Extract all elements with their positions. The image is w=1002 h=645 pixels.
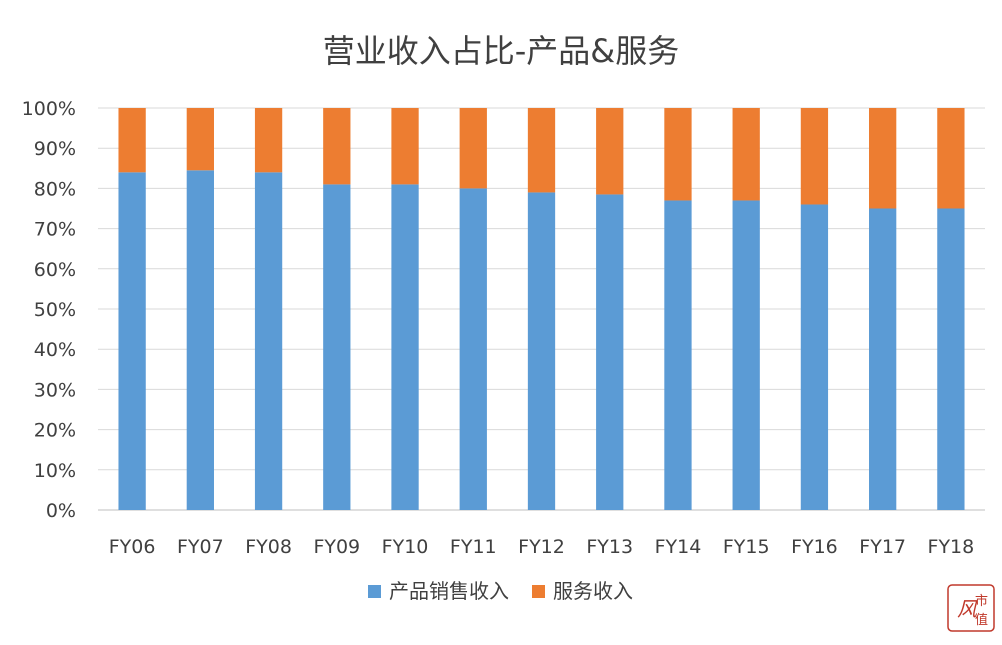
bars — [118, 108, 965, 511]
legend-swatch — [532, 585, 545, 598]
bar-segment — [118, 172, 146, 510]
bar-segment — [459, 188, 487, 510]
y-tick-label: 40% — [34, 339, 76, 361]
watermark-logo: 风 市 值 — [947, 584, 995, 632]
bar-segment — [869, 108, 897, 209]
y-tick-label: 100% — [22, 98, 76, 120]
bar-segment — [527, 108, 556, 193]
bar-segment — [732, 108, 760, 201]
y-tick-label: 80% — [34, 178, 76, 200]
bar-segment — [596, 108, 624, 195]
bar-segment — [391, 184, 419, 510]
legend: 产品销售收入 服务收入 — [368, 579, 633, 603]
bar-segment — [118, 108, 146, 173]
y-tick-label: 20% — [34, 420, 76, 442]
x-tick-label: FY13 — [586, 536, 633, 558]
bar-segment — [664, 108, 692, 201]
x-tick-label: FY10 — [382, 536, 429, 558]
bar-segment — [527, 192, 556, 511]
legend-swatch — [368, 585, 381, 598]
bar-segment — [323, 184, 351, 510]
x-tick-label: FY09 — [313, 536, 360, 558]
y-tick-label: 90% — [34, 138, 76, 160]
bar-segment — [391, 108, 419, 185]
bar-segment — [254, 172, 283, 510]
bar-segment — [323, 108, 351, 185]
x-tick-label: FY08 — [245, 536, 292, 558]
bar-segment — [254, 108, 283, 173]
bar-segment — [459, 108, 487, 189]
y-tick-label: 60% — [34, 259, 76, 281]
legend-label: 产品销售收入 — [389, 579, 509, 603]
x-tick-label: FY17 — [859, 536, 906, 558]
bar-segment — [869, 208, 897, 510]
bar-segment — [186, 170, 214, 510]
svg-text:风: 风 — [957, 597, 978, 621]
y-tick-label: 10% — [34, 460, 76, 482]
bar-segment — [664, 200, 692, 510]
x-tick-label: FY18 — [928, 536, 975, 558]
bar-segment — [937, 208, 965, 510]
svg-text:值: 值 — [975, 612, 988, 628]
bar-segment — [596, 194, 624, 510]
x-tick-label: FY06 — [109, 536, 156, 558]
bar-segment — [732, 200, 760, 510]
y-axis-ticks: 0% 10% 20% 30% 40% 50% 60% 70% 80% 90% 100% — [22, 98, 76, 522]
y-tick-label: 30% — [34, 379, 76, 401]
y-tick-label: 0% — [46, 500, 76, 522]
x-tick-label: FY12 — [518, 536, 565, 558]
y-tick-label: 70% — [34, 219, 76, 241]
x-tick-label: FY15 — [723, 536, 770, 558]
x-tick-label: FY14 — [655, 536, 702, 558]
y-tick-label: 50% — [34, 299, 76, 321]
x-tick-label: FY11 — [450, 536, 497, 558]
bar-segment — [800, 108, 829, 205]
x-tick-label: FY07 — [177, 536, 224, 558]
x-tick-label: FY16 — [791, 536, 838, 558]
legend-label: 服务收入 — [553, 579, 633, 603]
svg-text:市: 市 — [975, 593, 988, 609]
bar-segment — [186, 108, 214, 171]
bar-segment — [937, 108, 965, 209]
chart-title: 营业收入占比-产品&服务 — [323, 32, 680, 70]
bar-segment — [800, 204, 829, 511]
x-axis-ticks: FY06 FY07 FY08 FY09 FY10 FY11 FY12 FY13 FY14 FY15… — [109, 536, 974, 558]
